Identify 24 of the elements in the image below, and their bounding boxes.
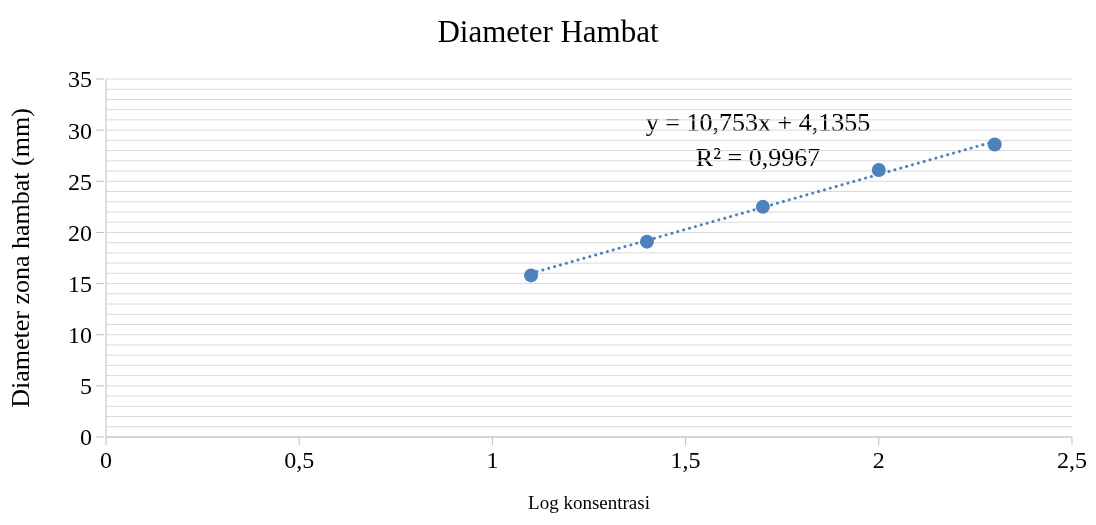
point <box>871 163 886 178</box>
point <box>755 199 770 214</box>
annotation: R² = 0,9967 <box>694 142 822 174</box>
point <box>524 268 539 283</box>
x-tick-label: 0 <box>100 447 112 474</box>
y-tick-label: 0 <box>80 424 92 451</box>
y-tick-label: 15 <box>68 270 92 297</box>
x-tick-label: 2,5 <box>1057 447 1087 474</box>
y-tick-label: 30 <box>68 117 92 144</box>
y-tick-label: 25 <box>68 168 92 195</box>
annotation: y = 10,753x + 4,1355 <box>644 107 872 139</box>
x-tick-label: 1,5 <box>670 447 701 474</box>
y-tick-label: 20 <box>68 219 92 246</box>
y-axis-title: Diameter zona hambat (mm) <box>6 108 36 408</box>
point <box>639 234 654 249</box>
y-tick-label: 10 <box>68 322 92 349</box>
chart-title: Diameter Hambat <box>436 14 660 50</box>
x-tick-label: 0,5 <box>284 447 315 474</box>
x-tick-label: 2 <box>872 447 885 474</box>
x-tick-label: 1 <box>486 447 499 474</box>
y-tick-label: 35 <box>68 66 92 93</box>
x-axis-title: Log konsentrasi <box>528 492 650 513</box>
point <box>987 137 1002 152</box>
y-tick-label: 5 <box>80 373 92 400</box>
